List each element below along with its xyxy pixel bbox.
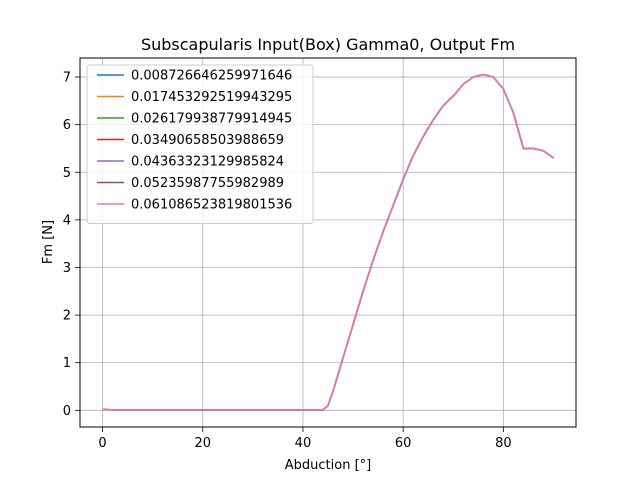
legend-label: 0.04363323129985824 xyxy=(131,155,284,170)
x-tick-label: 0 xyxy=(98,436,106,451)
x-axis-ticks: 0 20 40 60 80 xyxy=(98,427,512,451)
legend-label: 0.008726646259971646 xyxy=(131,69,292,84)
y-tick-label: 6 xyxy=(63,118,71,133)
x-tick-label: 40 xyxy=(295,436,312,451)
x-tick-label: 60 xyxy=(395,436,412,451)
x-axis-label: Abduction [°] xyxy=(285,458,371,473)
x-tick-label: 80 xyxy=(495,436,512,451)
y-axis-ticks: 0 1 2 3 4 5 6 7 xyxy=(63,71,80,419)
plot-frame xyxy=(79,57,577,428)
legend-label: 0.05235987755982989 xyxy=(131,176,284,191)
legend-label: 0.026179938779914945 xyxy=(131,112,292,127)
legend-label: 0.03490658503988659 xyxy=(131,133,284,148)
chart-title: Subscapularis Input(Box) Gamma0, Output … xyxy=(141,35,515,54)
x-tick-label: 20 xyxy=(194,436,211,451)
legend-label: 0.017453292519943295 xyxy=(131,90,292,105)
y-tick-label: 1 xyxy=(63,356,71,371)
y-tick-label: 2 xyxy=(63,309,71,324)
y-tick-label: 4 xyxy=(63,213,71,228)
y-tick-label: 0 xyxy=(63,404,71,419)
y-tick-label: 5 xyxy=(63,166,71,181)
series-line-7 xyxy=(102,73,554,411)
y-tick-label: 7 xyxy=(63,71,71,86)
y-tick-label: 3 xyxy=(63,261,71,276)
series-lines xyxy=(102,73,554,411)
legend: 0.008726646259971646 0.017453292519943295… xyxy=(86,64,314,224)
legend-label: 0.061086523819801536 xyxy=(131,198,292,213)
legend-box xyxy=(86,64,314,224)
y-axis-label: Fm [N] xyxy=(41,220,56,264)
